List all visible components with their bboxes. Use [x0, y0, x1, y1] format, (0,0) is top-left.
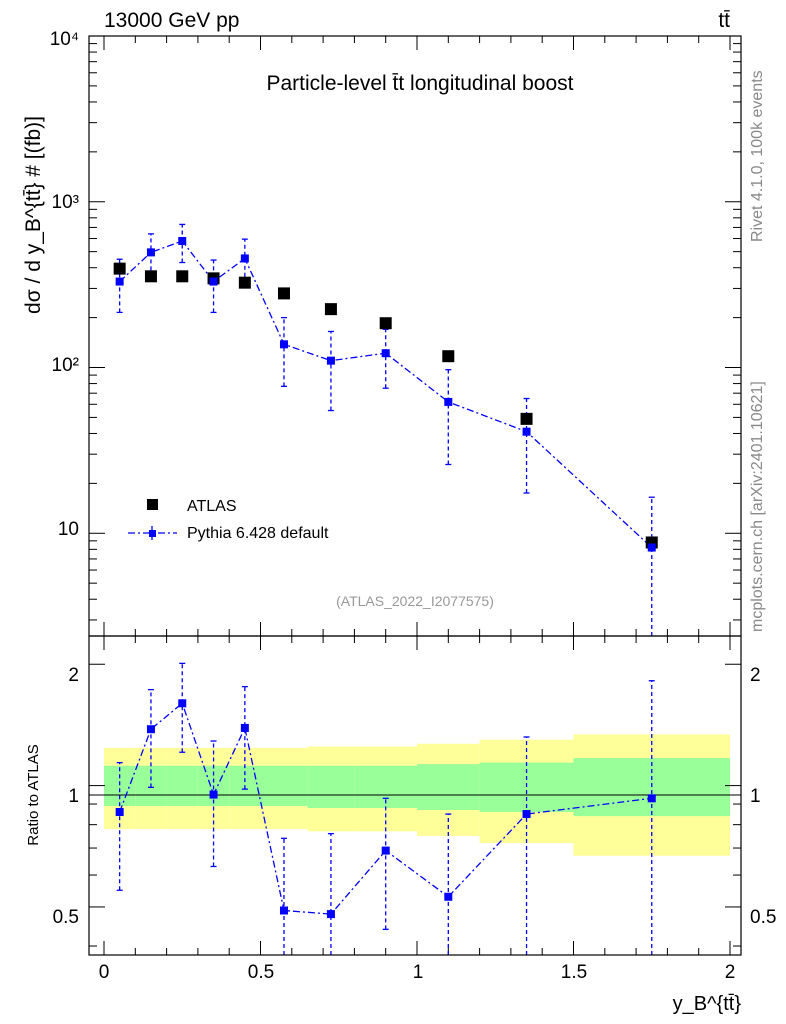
- atlas-point: [520, 412, 533, 425]
- ratio-y-axis-label: Ratio to ATLAS: [25, 744, 42, 845]
- pythia-point: [326, 356, 335, 365]
- ratio-band-inner: [260, 765, 308, 806]
- legend: ATLAS Pythia 6.428 default: [128, 498, 329, 542]
- ratio-point: [522, 810, 531, 819]
- ratio-band-inner: [417, 764, 480, 810]
- y-tick-label: 10: [58, 519, 79, 540]
- pythia-point: [178, 236, 187, 245]
- legend-mc-marker: [149, 530, 156, 537]
- ratio-point: [146, 725, 155, 734]
- ratio-tick-label-right: 1: [750, 786, 761, 807]
- ratio-band-inner: [166, 765, 198, 806]
- chart-title: Particle-level t̄t longitudinal boost: [266, 72, 573, 95]
- legend-mc-label: Pythia 6.428 default: [187, 525, 329, 542]
- x-tick-label: 1.5: [561, 962, 587, 983]
- x-tick-label: 0.5: [248, 962, 274, 983]
- main-axis-ticks: [89, 35, 741, 636]
- atlas-point: [144, 270, 157, 283]
- ratio-point: [279, 906, 288, 915]
- legend-data-label: ATLAS: [187, 498, 237, 515]
- ratio-tick-label: 0.5: [53, 907, 79, 928]
- atlas-point: [379, 317, 392, 330]
- y-tick-label: 10³: [52, 192, 79, 213]
- energy-label: 13000 GeV pp: [104, 9, 239, 32]
- atlas-point: [113, 262, 126, 275]
- pythia-point: [240, 254, 249, 263]
- atlas-point: [238, 276, 251, 289]
- ratio-axis-ticks: [89, 636, 741, 955]
- analysis-tag: (ATLAS_2022_I2077575): [336, 593, 494, 609]
- rivet-label: Rivet 4.1.0, 100k events: [749, 70, 766, 242]
- ratio-point: [326, 910, 335, 919]
- ratio-point: [240, 723, 249, 732]
- ratio-panel: 0.5 1 2 0.5 1 2 Ratio to ATLAS 0 0.5 1 1…: [25, 635, 776, 1015]
- pythia-point: [146, 248, 155, 257]
- pythia-point: [522, 427, 531, 436]
- y-tick-label: 10⁴: [50, 29, 79, 50]
- main-series-layer: [113, 223, 658, 636]
- atlas-point: [277, 287, 290, 300]
- x-tick-label: 2: [725, 962, 736, 983]
- atlas-point: [176, 270, 189, 283]
- x-tick-label: 1: [413, 962, 424, 983]
- atlas-point: [442, 350, 455, 363]
- ratio-point: [178, 699, 187, 708]
- ratio-band-inner: [104, 765, 136, 806]
- ratio-point: [647, 794, 656, 803]
- main-frame: [88, 35, 742, 637]
- main-panel: Particle-level t̄t longitudinal boost (A…: [22, 29, 742, 637]
- ratio-tick-label: 1: [68, 786, 79, 807]
- y-tick-label: 10²: [52, 355, 79, 376]
- pythia-point: [444, 397, 453, 406]
- ratio-band-layer: [104, 734, 730, 856]
- x-axis-label: y_B^{tt̄}: [673, 993, 742, 1015]
- pythia-point: [115, 277, 124, 286]
- pythia-point: [209, 277, 218, 286]
- ratio-point: [381, 846, 390, 855]
- ratio-series-layer: [115, 662, 656, 955]
- ratio-tick-label-right: 0.5: [750, 907, 776, 928]
- ratio-tick-label: 2: [68, 665, 79, 686]
- ratio-point: [115, 807, 124, 816]
- atlas-point: [324, 303, 337, 316]
- pythia-point: [647, 543, 656, 552]
- y-axis-label: dσ / d y_B^{tt̄} # [(fb)]: [22, 116, 45, 314]
- ratio-point: [444, 892, 453, 901]
- legend-data-marker: [147, 499, 158, 510]
- mcplots-label: mcplots.cern.ch [arXiv:2401.10621]: [749, 381, 766, 632]
- ratio-tick-label-right: 2: [750, 665, 761, 686]
- ratio-frame: [88, 635, 742, 956]
- pythia-point: [381, 349, 390, 358]
- x-tick-label: 0: [99, 962, 110, 983]
- ratio-band-inner: [307, 765, 355, 808]
- pythia-point: [279, 340, 288, 349]
- ratio-point: [209, 790, 218, 799]
- process-label: tt̄: [718, 9, 730, 32]
